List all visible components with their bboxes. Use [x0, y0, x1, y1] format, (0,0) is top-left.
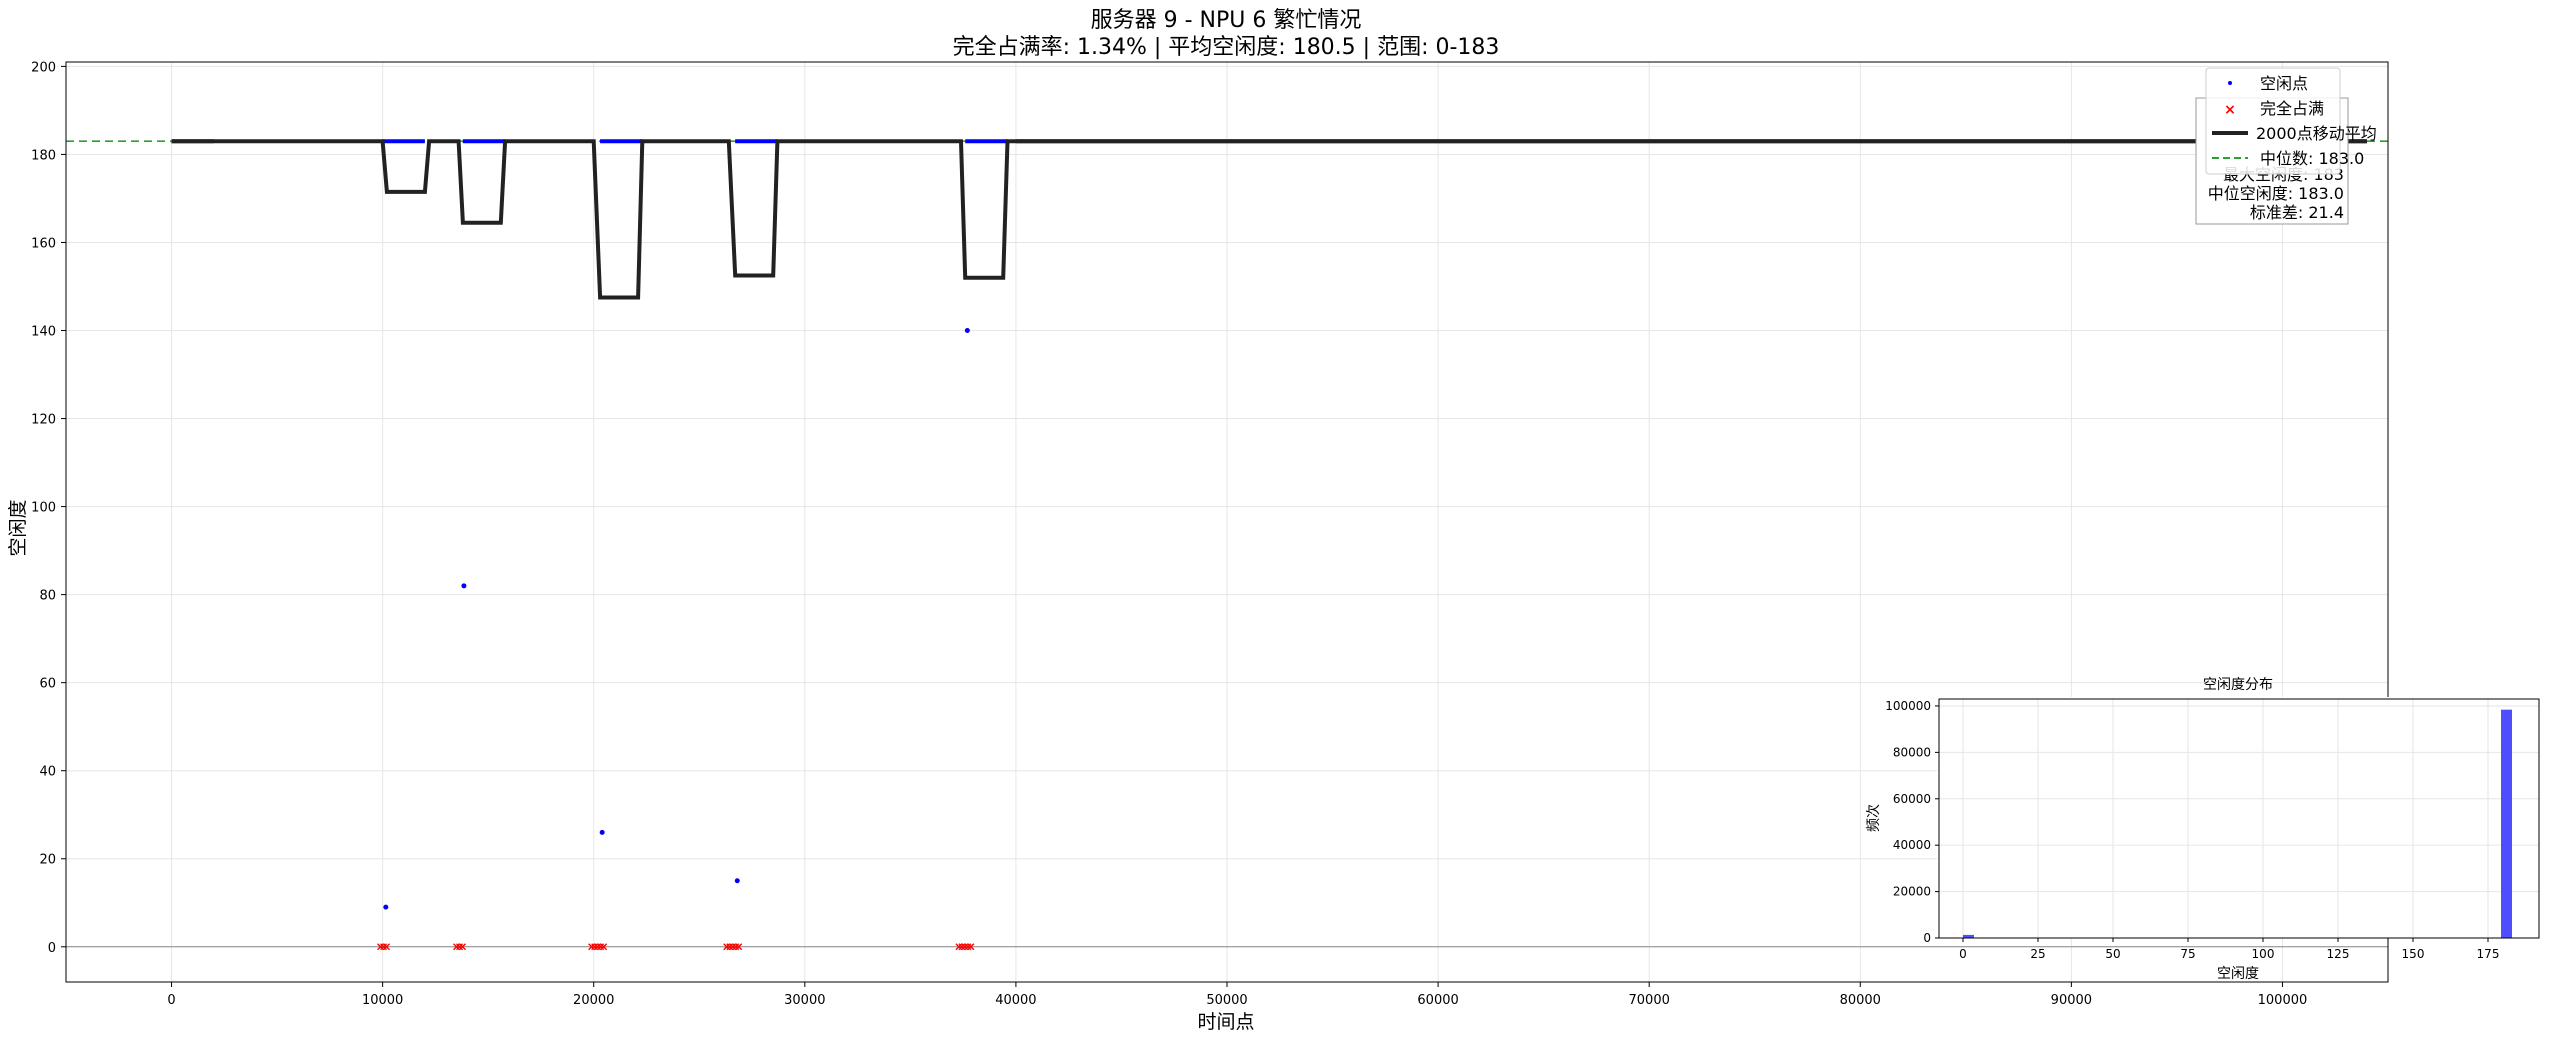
x-tick-label: 0	[167, 993, 175, 1008]
x-axis-label: 时间点	[1197, 1011, 1254, 1033]
inset-y-tick-label: 100000	[1885, 699, 1931, 713]
inset-x-axis-label: 空闲度	[2217, 966, 2259, 982]
inset-histogram-bar	[1963, 934, 1974, 938]
y-tick-label: 120	[31, 413, 56, 428]
inset-x-tick-label: 125	[2327, 947, 2350, 961]
full-marker	[591, 943, 599, 951]
chart-subtitle: 完全占满率: 1.34% | 平均空闲度: 180.5 | 范围: 0-183	[953, 35, 1500, 60]
inset-y-tick-label: 80000	[1893, 745, 1931, 759]
full-occupancy-cluster	[955, 943, 975, 951]
full-marker	[594, 943, 602, 951]
full-occupancy-cluster	[723, 943, 743, 951]
legend-label-median: 中位数: 183.0	[2260, 149, 2364, 168]
full-marker	[958, 943, 966, 951]
y-tick-label: 80	[39, 589, 56, 604]
inset-background	[1937, 697, 2540, 938]
idle-point	[734, 878, 740, 884]
x-tick-label: 30000	[784, 993, 825, 1008]
legend-marker-full: ×	[2224, 102, 2236, 118]
y-tick-label: 160	[31, 236, 56, 251]
full-marker	[377, 943, 385, 951]
inset-x-tick-label: 100	[2252, 947, 2275, 961]
y-tick-label: 20	[39, 853, 56, 868]
full-marker	[735, 943, 743, 951]
inset-y-tick-label: 0	[1923, 931, 1931, 945]
y-tick-label: 60	[39, 677, 56, 692]
inset-plot-area: 0 25 50 75 100 125 150 175 0 20000 40000 60000 80000…	[1885, 698, 2540, 961]
full-marker	[383, 943, 391, 951]
inset-y-tick-label: 60000	[1893, 792, 1931, 806]
inset-y-tick-label: 20000	[1893, 885, 1931, 899]
y-tick-label: 140	[31, 325, 56, 340]
chart-title: 服务器 9 - NPU 6 繁忙情况	[1091, 8, 1362, 33]
idle-point	[461, 583, 467, 589]
full-marker	[967, 943, 975, 951]
legend-entry-full: × 完全占满	[2224, 99, 2324, 118]
x-tick-label: 10000	[362, 993, 403, 1008]
inset-x-tick-label: 150	[2402, 947, 2425, 961]
full-marker	[453, 943, 461, 951]
inset-x-tick-label: 0	[1959, 947, 1967, 961]
full-marker	[732, 943, 740, 951]
full-marker	[597, 943, 605, 951]
inset-x-tick-label: 25	[2030, 947, 2045, 961]
full-marker	[459, 943, 467, 951]
legend-label-moving-average: 2000点移动平均	[2256, 124, 2377, 143]
full-occupancy-cluster	[377, 943, 391, 951]
full-marker	[961, 943, 969, 951]
inset-title: 空闲度分布	[2203, 677, 2273, 693]
stats-line-median: 中位空闲度: 183.0	[2208, 184, 2344, 203]
full-occupancy-cluster	[588, 943, 608, 951]
legend-entry-moving-average: 2000点移动平均	[2212, 124, 2377, 143]
full-marker	[726, 943, 734, 951]
inset-x-tick-label: 75	[2180, 947, 2195, 961]
full-marker	[456, 943, 464, 951]
y-tick-label: 0	[48, 941, 56, 956]
idle-point	[599, 829, 605, 835]
inset-x-tick-label: 175	[2477, 947, 2500, 961]
inset-histogram: 空闲度分布 0 25 50 75 100 125 150 175 0 20000 40000 6000…	[1866, 677, 2540, 982]
x-tick-label: 70000	[1629, 993, 1670, 1008]
inset-x-tick-label: 50	[2105, 947, 2120, 961]
moving-average-line	[171, 139, 2367, 300]
y-tick-label: 180	[31, 148, 56, 163]
full-marker	[588, 943, 596, 951]
x-tick-label: 100000	[2258, 993, 2308, 1008]
legend-entry-median: 中位数: 183.0	[2212, 149, 2364, 168]
stats-line-std: 标准差: 21.4	[2250, 203, 2344, 222]
x-tick-label: 50000	[1206, 993, 1247, 1008]
full-marker	[955, 943, 963, 951]
x-tick-label: 90000	[2051, 993, 2092, 1008]
inset-y-axis-label: 频次	[1866, 804, 1882, 832]
full-marker	[729, 943, 737, 951]
legend-marker-idle	[2228, 81, 2232, 85]
full-occupancy-cluster	[453, 943, 467, 951]
inset-y-tick-label: 40000	[1893, 838, 1931, 852]
y-axis-label: 空闲度	[7, 499, 29, 556]
legend-entry-idle: 空闲点	[2228, 74, 2308, 93]
full-marker	[964, 943, 972, 951]
main-plot-area: 0 10000 20000 30000 40000 50000 60000 70000 8000…	[31, 60, 2389, 1008]
y-tick-label: 200	[31, 60, 56, 75]
x-tick-label: 20000	[573, 993, 614, 1008]
idle-point	[383, 904, 389, 910]
full-marker	[380, 943, 388, 951]
inset-frame	[1938, 698, 2540, 939]
inset-histogram-bar	[2501, 709, 2512, 938]
x-tick-label: 40000	[995, 993, 1036, 1008]
legend-label-idle: 空闲点	[2260, 74, 2308, 93]
x-tick-label: 60000	[1417, 993, 1458, 1008]
y-tick-label: 100	[31, 501, 56, 516]
x-tick-label: 80000	[1840, 993, 1881, 1008]
legend: 空闲点 × 完全占满 2000点移动平均 中位数: 183.0	[2205, 67, 2377, 175]
full-marker	[600, 943, 608, 951]
legend-label-full: 完全占满	[2260, 99, 2324, 118]
idle-point	[964, 328, 970, 334]
y-tick-label: 40	[39, 765, 56, 780]
legend-frame	[2205, 67, 2341, 175]
full-marker	[723, 943, 731, 951]
